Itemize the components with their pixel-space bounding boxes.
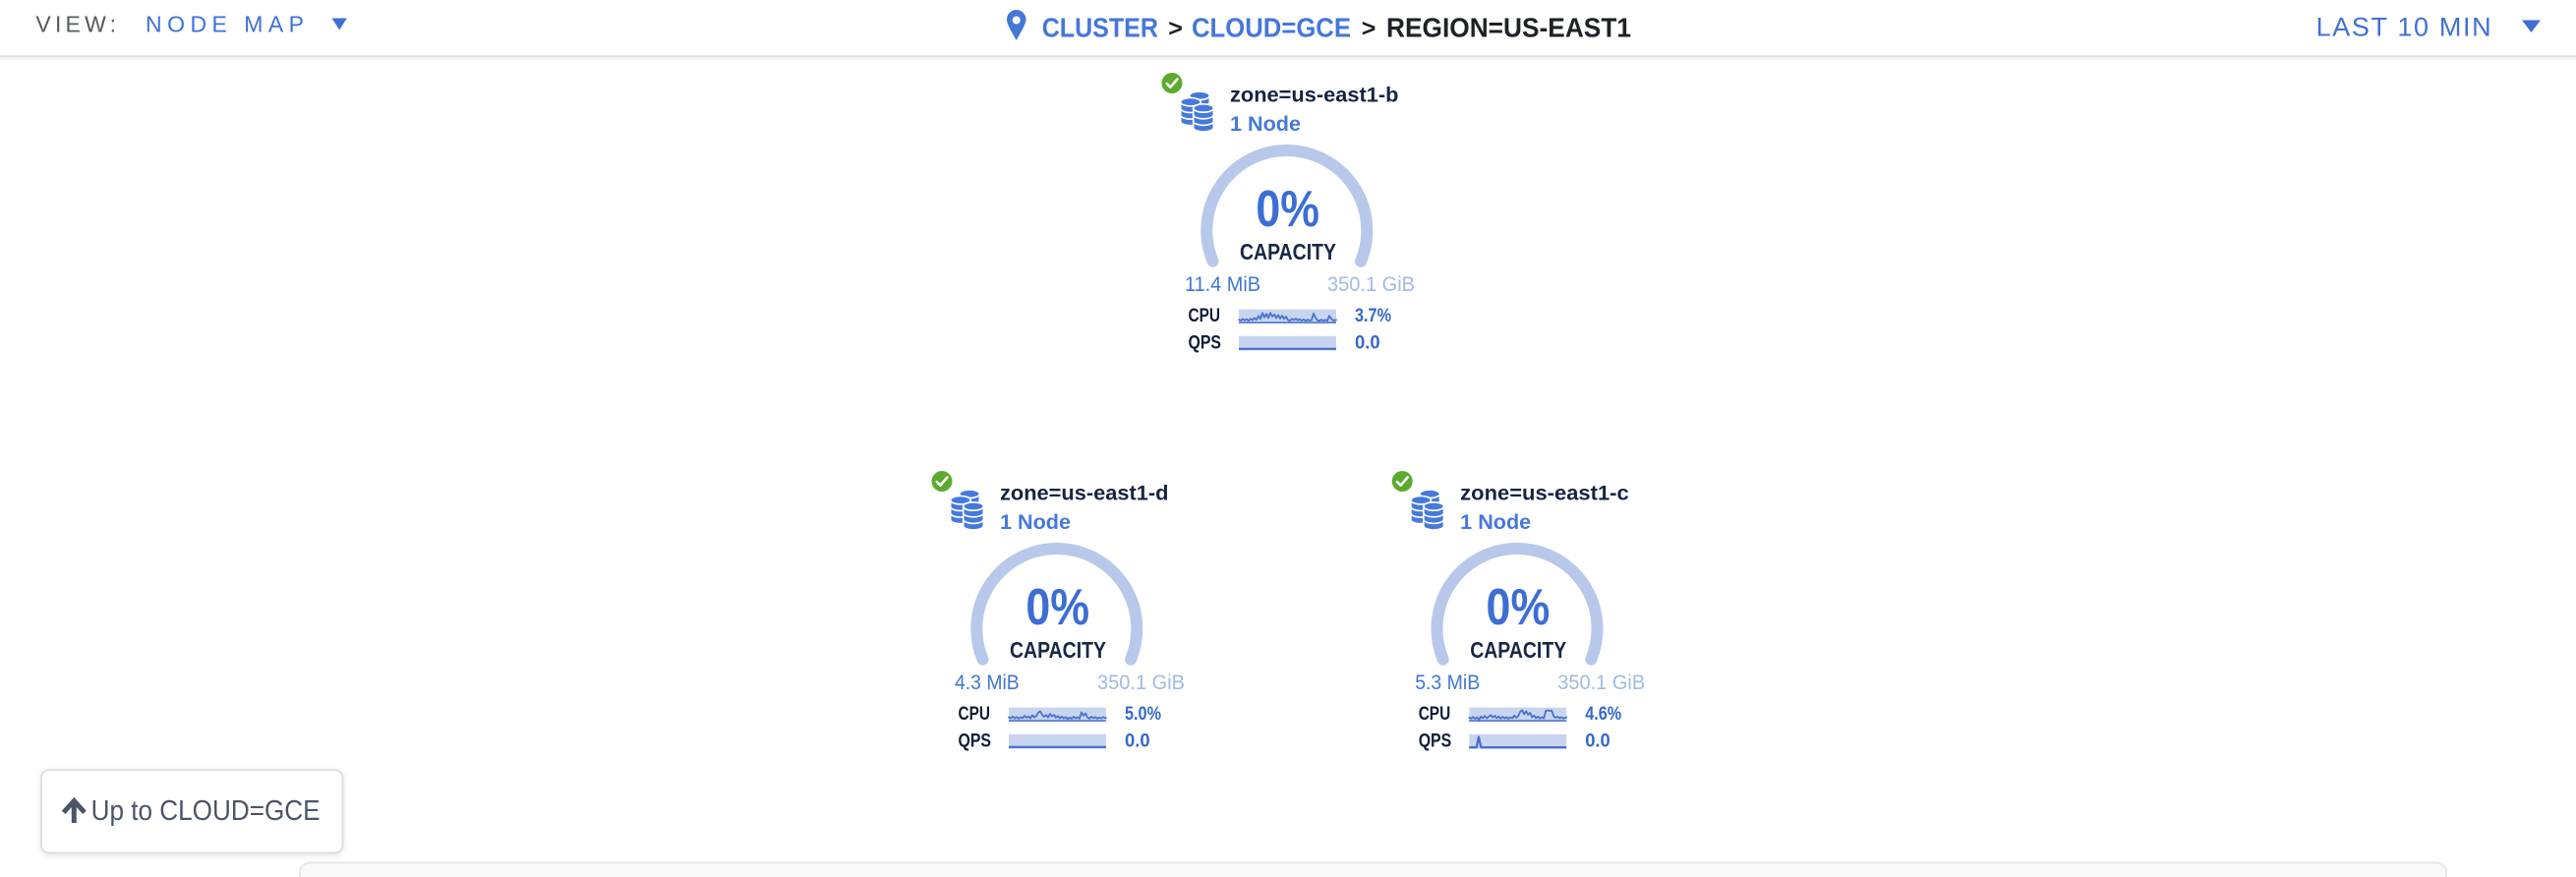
svg-text:0.0: 0.0 xyxy=(1355,331,1380,353)
svg-text:zone=us-east1-c: zone=us-east1-c xyxy=(1460,481,1629,504)
svg-text:1 Node: 1 Node xyxy=(1230,112,1301,136)
svg-text:4.3 MiB: 4.3 MiB xyxy=(955,671,1020,694)
svg-text:0%: 0% xyxy=(1256,181,1319,238)
svg-text:0.0: 0.0 xyxy=(1125,730,1150,751)
svg-text:CPU: CPU xyxy=(1419,704,1451,725)
svg-text:4.6%: 4.6% xyxy=(1585,703,1621,725)
svg-text:>: > xyxy=(1362,15,1376,42)
svg-text:CLUSTER: CLUSTER xyxy=(1042,13,1158,43)
svg-text:CPU: CPU xyxy=(959,704,991,725)
svg-text:Up to CLOUD=GCE: Up to CLOUD=GCE xyxy=(91,795,321,827)
svg-text:NODE MAP: NODE MAP xyxy=(146,12,304,37)
svg-text:350.1 GiB: 350.1 GiB xyxy=(1097,671,1185,694)
svg-text:11.4 MiB: 11.4 MiB xyxy=(1185,272,1260,296)
svg-text:REGION=US-EAST1: REGION=US-EAST1 xyxy=(1386,13,1631,43)
svg-text:VIEW:: VIEW: xyxy=(35,12,116,37)
svg-text:5.0%: 5.0% xyxy=(1125,703,1161,725)
svg-text:3.7%: 3.7% xyxy=(1355,305,1391,326)
svg-text:CPU: CPU xyxy=(1189,306,1221,326)
svg-text:0.0: 0.0 xyxy=(1585,730,1610,751)
svg-text:CAPACITY: CAPACITY xyxy=(1470,637,1566,663)
svg-text:zone=us-east1-d: zone=us-east1-d xyxy=(1000,481,1169,504)
svg-text:LAST 10 MIN: LAST 10 MIN xyxy=(2316,12,2491,41)
svg-text:CLOUD=GCE: CLOUD=GCE xyxy=(1192,13,1351,43)
svg-text:CAPACITY: CAPACITY xyxy=(1240,239,1336,264)
svg-text:350.1 GiB: 350.1 GiB xyxy=(1327,272,1415,296)
svg-text:>: > xyxy=(1168,15,1183,42)
svg-text:QPS: QPS xyxy=(1419,731,1452,751)
svg-text:zone=us-east1-b: zone=us-east1-b xyxy=(1230,83,1399,106)
svg-text:1 Node: 1 Node xyxy=(1460,510,1531,534)
svg-text:350.1 GiB: 350.1 GiB xyxy=(1557,671,1645,694)
svg-text:CAPACITY: CAPACITY xyxy=(1010,637,1106,663)
svg-text:QPS: QPS xyxy=(959,731,992,751)
svg-text:5.3 MiB: 5.3 MiB xyxy=(1415,671,1480,694)
svg-text:0%: 0% xyxy=(1487,579,1551,636)
svg-text:1 Node: 1 Node xyxy=(1000,510,1071,534)
svg-text:QPS: QPS xyxy=(1189,332,1222,353)
svg-text:0%: 0% xyxy=(1025,579,1089,636)
